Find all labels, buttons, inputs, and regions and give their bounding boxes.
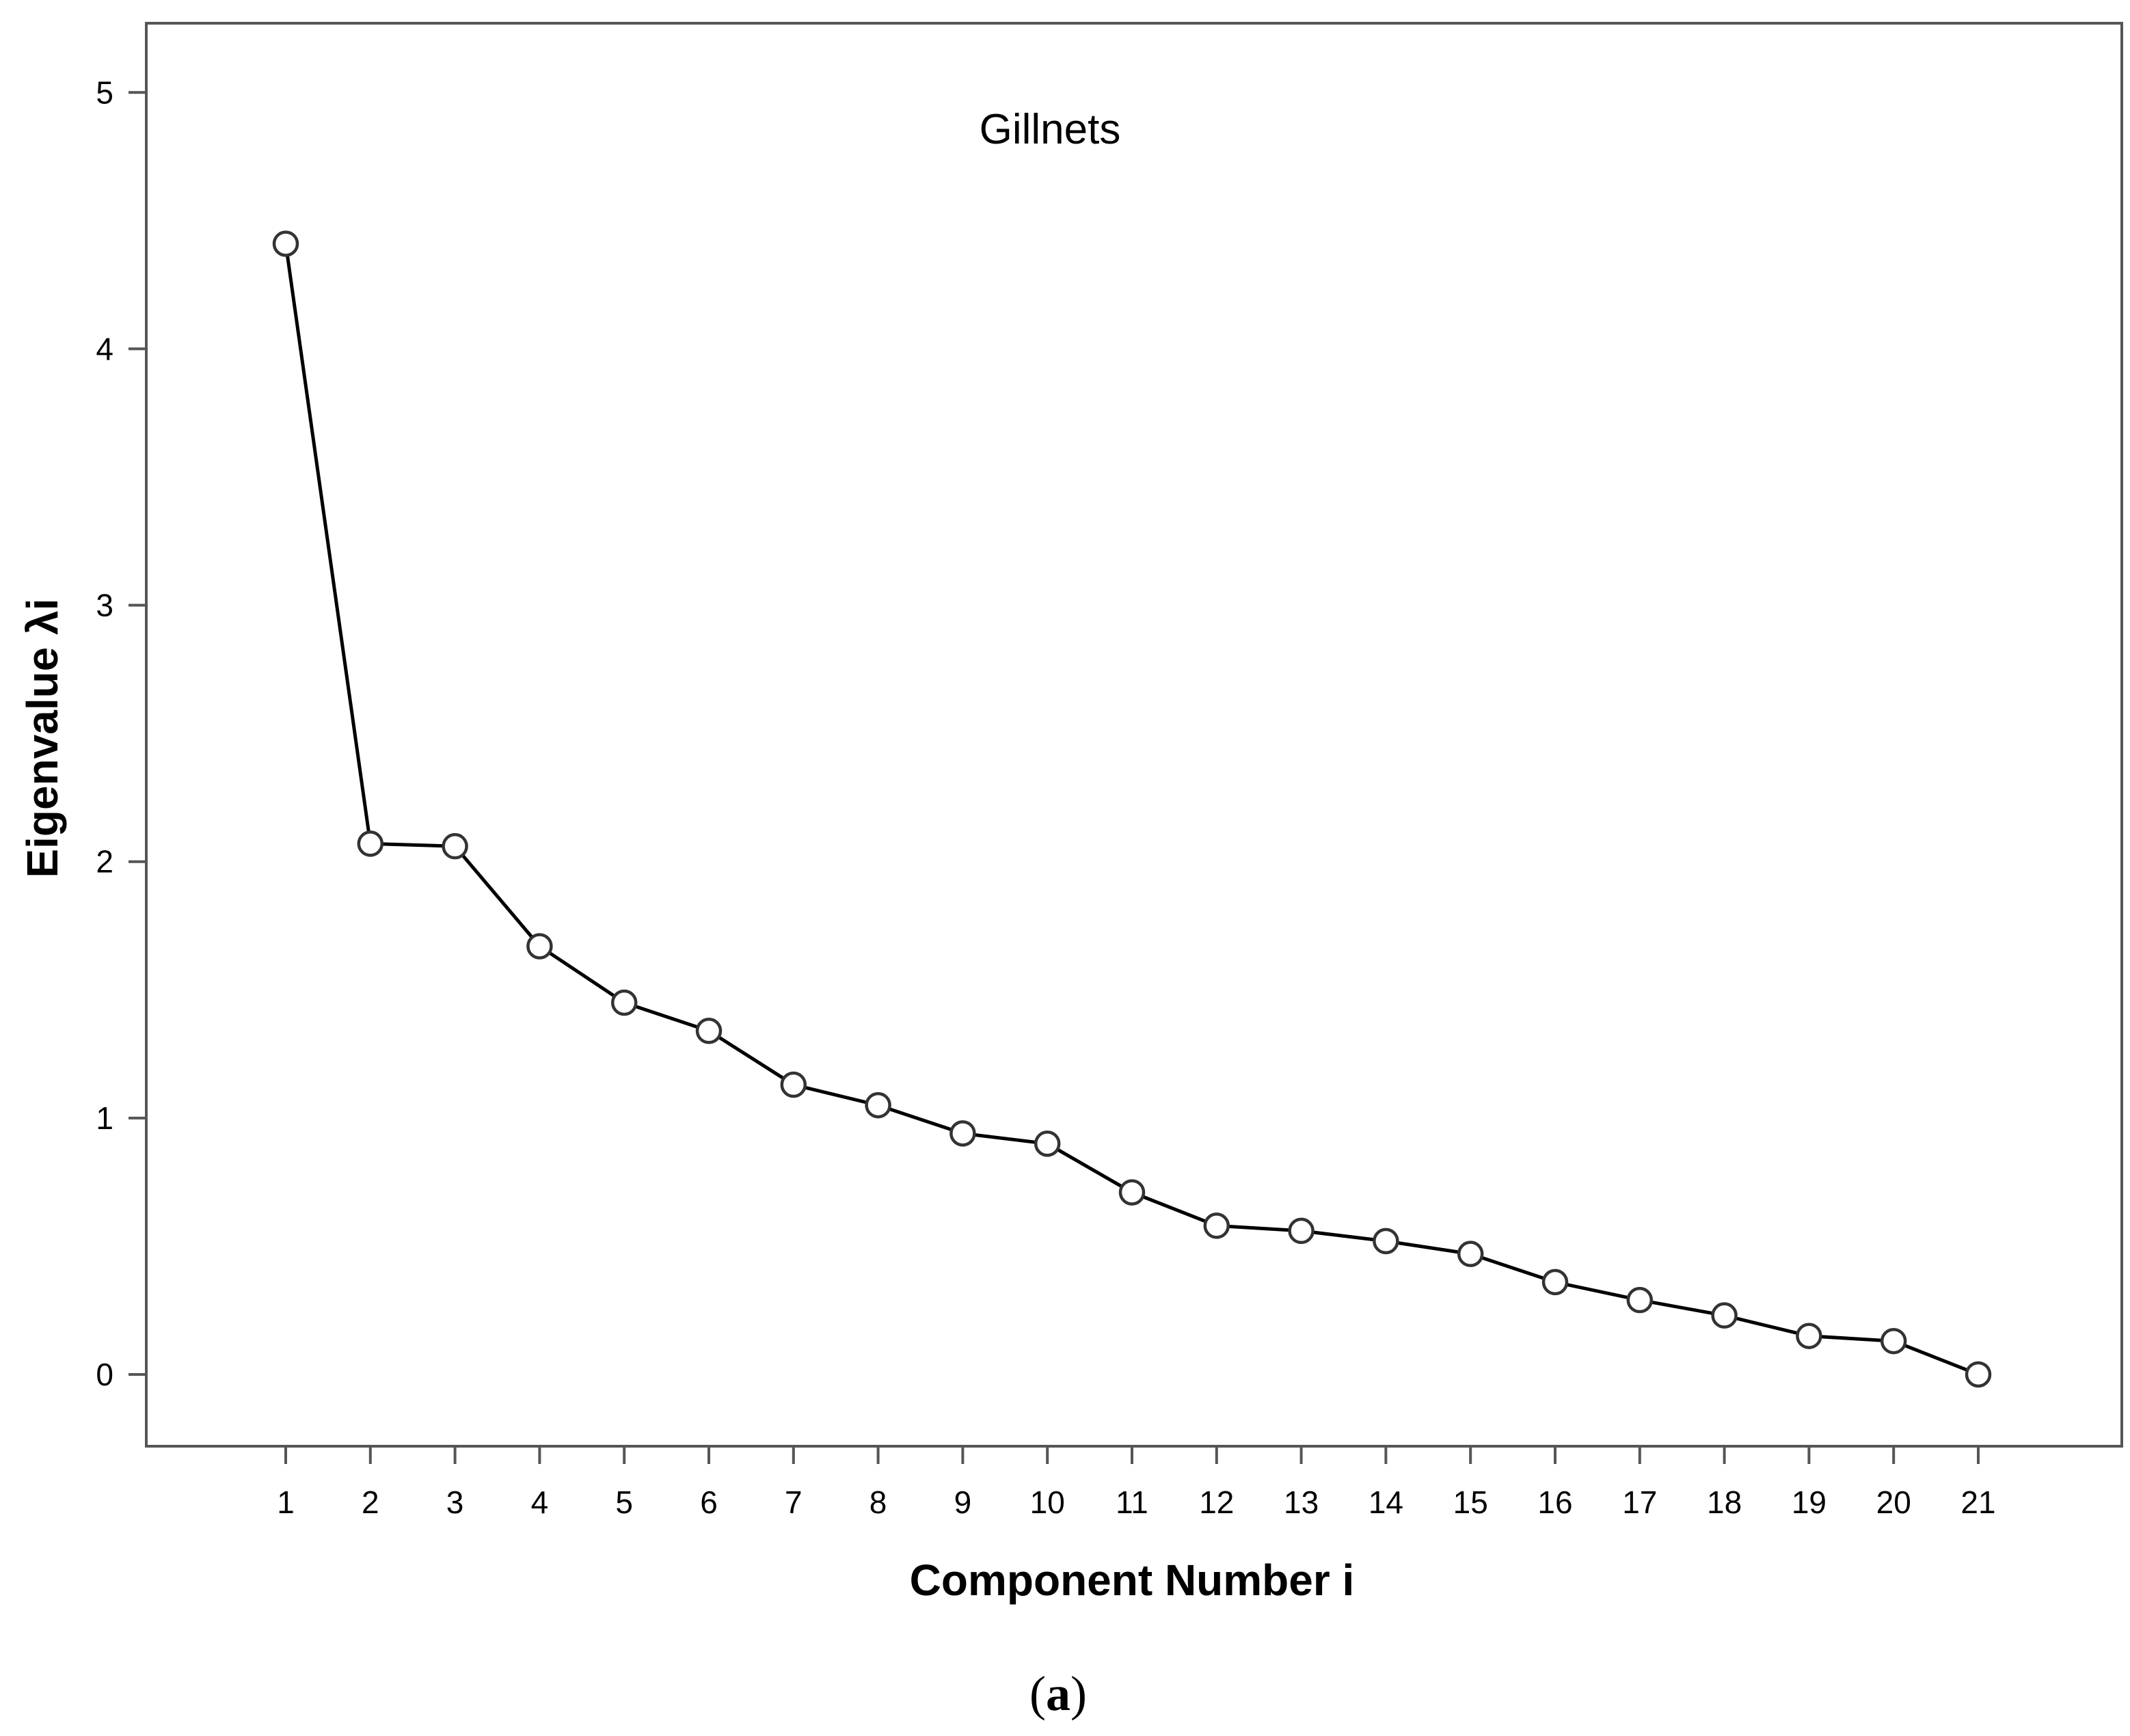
x-tick-label: 4	[531, 1484, 549, 1520]
x-tick-label: 5	[615, 1484, 633, 1520]
x-tick-label: 8	[869, 1484, 887, 1520]
panel-label-close: )	[1070, 1666, 1087, 1721]
x-tick-label: 1	[277, 1484, 295, 1520]
data-point	[1711, 1302, 1738, 1329]
chart-title: Gillnets	[980, 106, 1121, 153]
x-tick-label: 15	[1453, 1484, 1488, 1520]
data-point	[1457, 1240, 1484, 1267]
panel-label: (a)	[1029, 1666, 1087, 1721]
panel-label-open: (	[1029, 1666, 1046, 1721]
data-point	[1880, 1327, 1907, 1355]
x-tick-label: 20	[1876, 1484, 1911, 1520]
x-tick-label: 6	[700, 1484, 718, 1520]
data-point	[1796, 1323, 1822, 1349]
x-tick-label: 12	[1199, 1484, 1234, 1520]
data-point	[610, 989, 638, 1016]
series-layer	[272, 230, 1992, 1388]
y-axis-title: Eigenvalue λi	[18, 598, 67, 878]
panel-label-letter: a	[1046, 1666, 1070, 1721]
x-tick-label: 19	[1792, 1484, 1826, 1520]
data-point	[1203, 1212, 1230, 1239]
x-tick-label: 2	[362, 1484, 379, 1520]
data-point	[357, 830, 384, 857]
x-tick-label: 11	[1116, 1484, 1148, 1520]
y-axis-ticks: 0 1 2 3 4 5	[96, 74, 146, 1392]
x-tick-label: 3	[446, 1484, 464, 1520]
data-point	[1118, 1179, 1146, 1206]
x-tick-label: 9	[954, 1484, 972, 1520]
x-tick-label: 21	[1960, 1484, 1995, 1520]
plot-frame	[145, 22, 2123, 1448]
x-axis-title: Component Number i	[910, 1556, 1355, 1605]
data-point	[695, 1018, 723, 1044]
data-point	[865, 1091, 891, 1119]
data-point	[949, 1120, 976, 1147]
data-point	[1965, 1361, 1992, 1388]
data-point	[526, 933, 553, 960]
y-tick-label: 2	[96, 844, 113, 880]
x-tick-label: 13	[1284, 1484, 1319, 1520]
data-point	[272, 230, 299, 257]
data-point	[1373, 1228, 1399, 1255]
y-tick-label: 4	[96, 331, 113, 366]
data-point	[1626, 1286, 1654, 1314]
x-tick-label: 10	[1030, 1484, 1065, 1520]
data-point	[442, 832, 468, 860]
data-point	[1034, 1130, 1061, 1157]
y-tick-label: 3	[96, 588, 113, 623]
x-tick-label: 7	[785, 1484, 803, 1520]
y-tick-label: 0	[96, 1357, 113, 1392]
data-point	[780, 1071, 807, 1098]
y-tick-label: 5	[96, 74, 113, 110]
y-tick-label: 1	[96, 1100, 113, 1136]
data-point	[1541, 1269, 1569, 1296]
x-tick-label: 18	[1707, 1484, 1742, 1520]
x-tick-label: 16	[1537, 1484, 1572, 1520]
x-axis-ticks: 1 2 3 4 5 6 7 8 9 10 11 12 13 14 15 16 17 18 19 20 21	[277, 1446, 1996, 1520]
x-tick-label: 17	[1622, 1484, 1657, 1520]
data-point	[1288, 1217, 1315, 1245]
x-tick-label: 14	[1369, 1484, 1403, 1520]
